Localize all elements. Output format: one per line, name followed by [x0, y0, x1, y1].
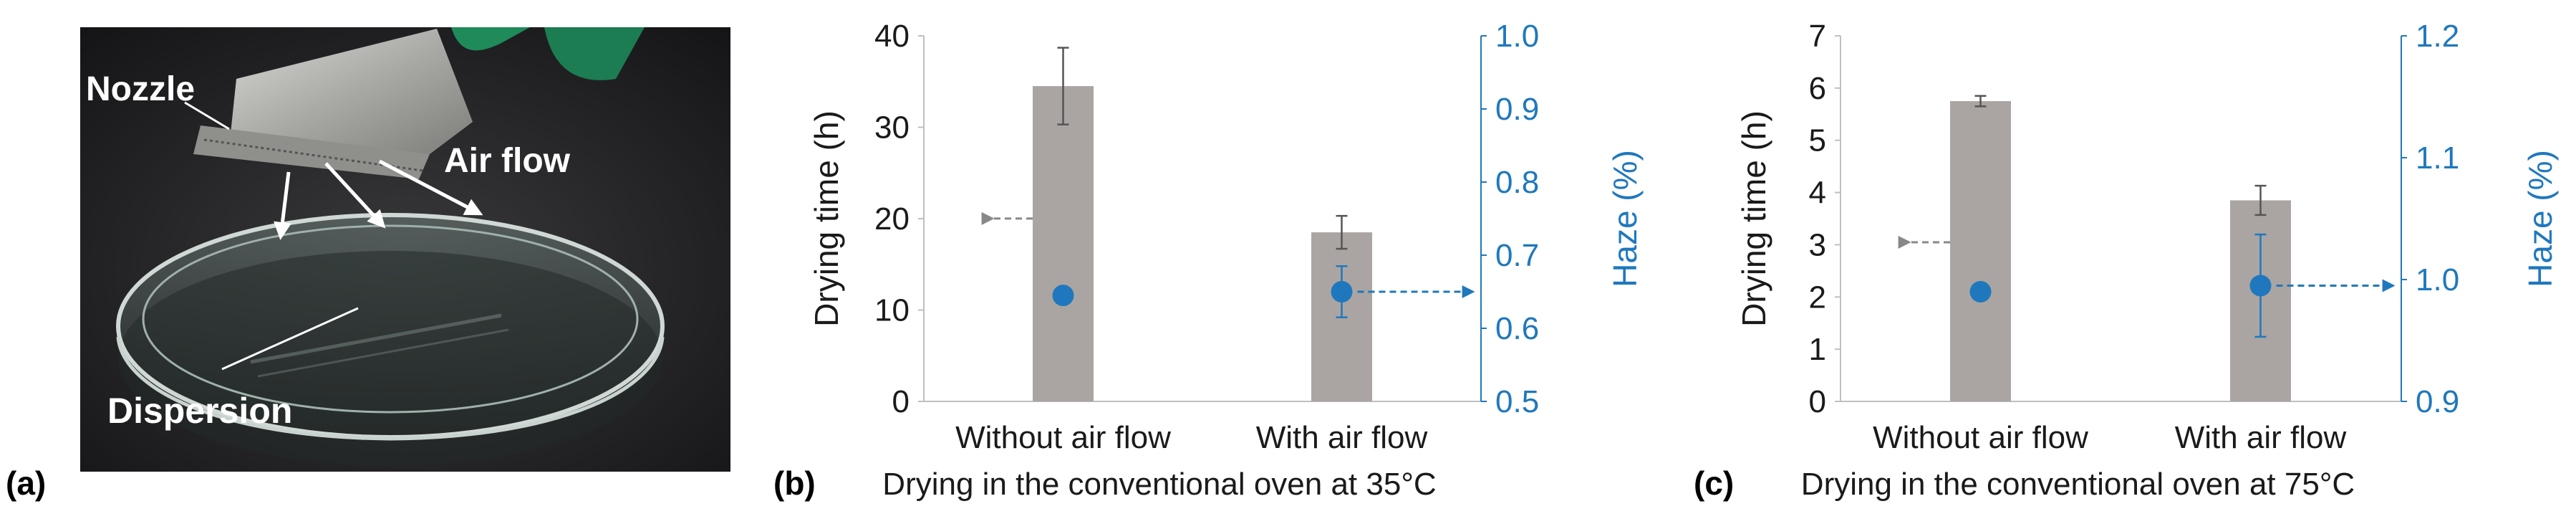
chart-c: (c) 0 1 2 3 4 5 6 7 0.9 1.0 1.1 1.2 Drying time (h) H… [1694, 19, 2559, 502]
y-tick-label-right: 0.9 [1495, 92, 1539, 127]
y-tick-label-right: 1.1 [2416, 140, 2459, 176]
y-tick-label-right: 0.6 [1495, 311, 1539, 346]
bar [1950, 101, 2011, 402]
nozzle-label: Nozzle [86, 70, 195, 108]
air-flow-label: Air flow [444, 142, 571, 180]
y-axis-label-left: Drying time (h) [808, 110, 845, 327]
x-axis-label: Drying in the conventional oven at 35°C [882, 467, 1436, 502]
y-tick-label-right: 1.2 [2416, 19, 2459, 54]
bar [1033, 86, 1094, 401]
air-arrow-3 [378, 159, 483, 216]
category-label: With air flow [1256, 420, 1428, 455]
y-tick-label-left: 0 [1809, 384, 1826, 419]
y-tick-label-right: 0.7 [1495, 238, 1539, 273]
y-tick-label-left: 0 [892, 384, 910, 419]
haze-point [2249, 275, 2272, 297]
x-axis-label: Drying in the conventional oven at 75°C [1801, 467, 2355, 502]
panel-letter-c: (c) [1694, 464, 1734, 502]
category-label: Without air flow [1873, 420, 2088, 455]
y-tick-label-right: 0.9 [2416, 384, 2459, 419]
y-tick-label-left: 10 [874, 293, 910, 328]
y-tick-label-left: 1 [1809, 332, 1826, 367]
y-tick-label-left: 4 [1809, 176, 1826, 211]
panel-letter-a: (a) [6, 464, 46, 502]
y-axis-label-left: Drying time (h) [1735, 110, 1772, 327]
photo-panel: Nozzle Air flow Dispersion [80, 27, 730, 472]
petri-dish [116, 213, 665, 466]
category-label: With air flow [2175, 420, 2347, 455]
y-tick-label-left: 20 [874, 201, 910, 237]
haze-point [1969, 281, 1992, 302]
y-tick-label-left: 7 [1809, 19, 1826, 54]
y-tick-label-right: 0.5 [1495, 384, 1539, 419]
y-tick-label-left: 2 [1809, 280, 1826, 315]
y-tick-label-left: 3 [1809, 227, 1826, 262]
y-tick-label-right: 1.0 [2416, 262, 2459, 297]
y-axis-label-right: Haze (%) [2522, 150, 2559, 287]
category-label: Without air flow [955, 420, 1171, 455]
panel-letter-b: (b) [773, 464, 816, 502]
y-tick-label-left: 6 [1809, 71, 1826, 106]
air-arrow-2 [324, 162, 386, 229]
y-tick-label-left: 40 [874, 19, 910, 54]
chart-b: (b) 0 10 20 30 40 0.5 0.6 0.7 0.8 0.9 1.0 Drying ti… [773, 19, 1644, 502]
air-arrow-1 [274, 171, 291, 240]
dispersion-label: Dispersion [107, 391, 292, 431]
y-tick-label-left: 5 [1809, 123, 1826, 158]
haze-point [1331, 281, 1353, 302]
y-tick-label-left: 30 [874, 110, 910, 146]
y-tick-label-right: 1.0 [1495, 19, 1539, 54]
haze-point [1052, 285, 1074, 307]
y-axis-label-right: Haze (%) [1606, 150, 1644, 287]
y-tick-label-right: 0.8 [1495, 165, 1539, 200]
